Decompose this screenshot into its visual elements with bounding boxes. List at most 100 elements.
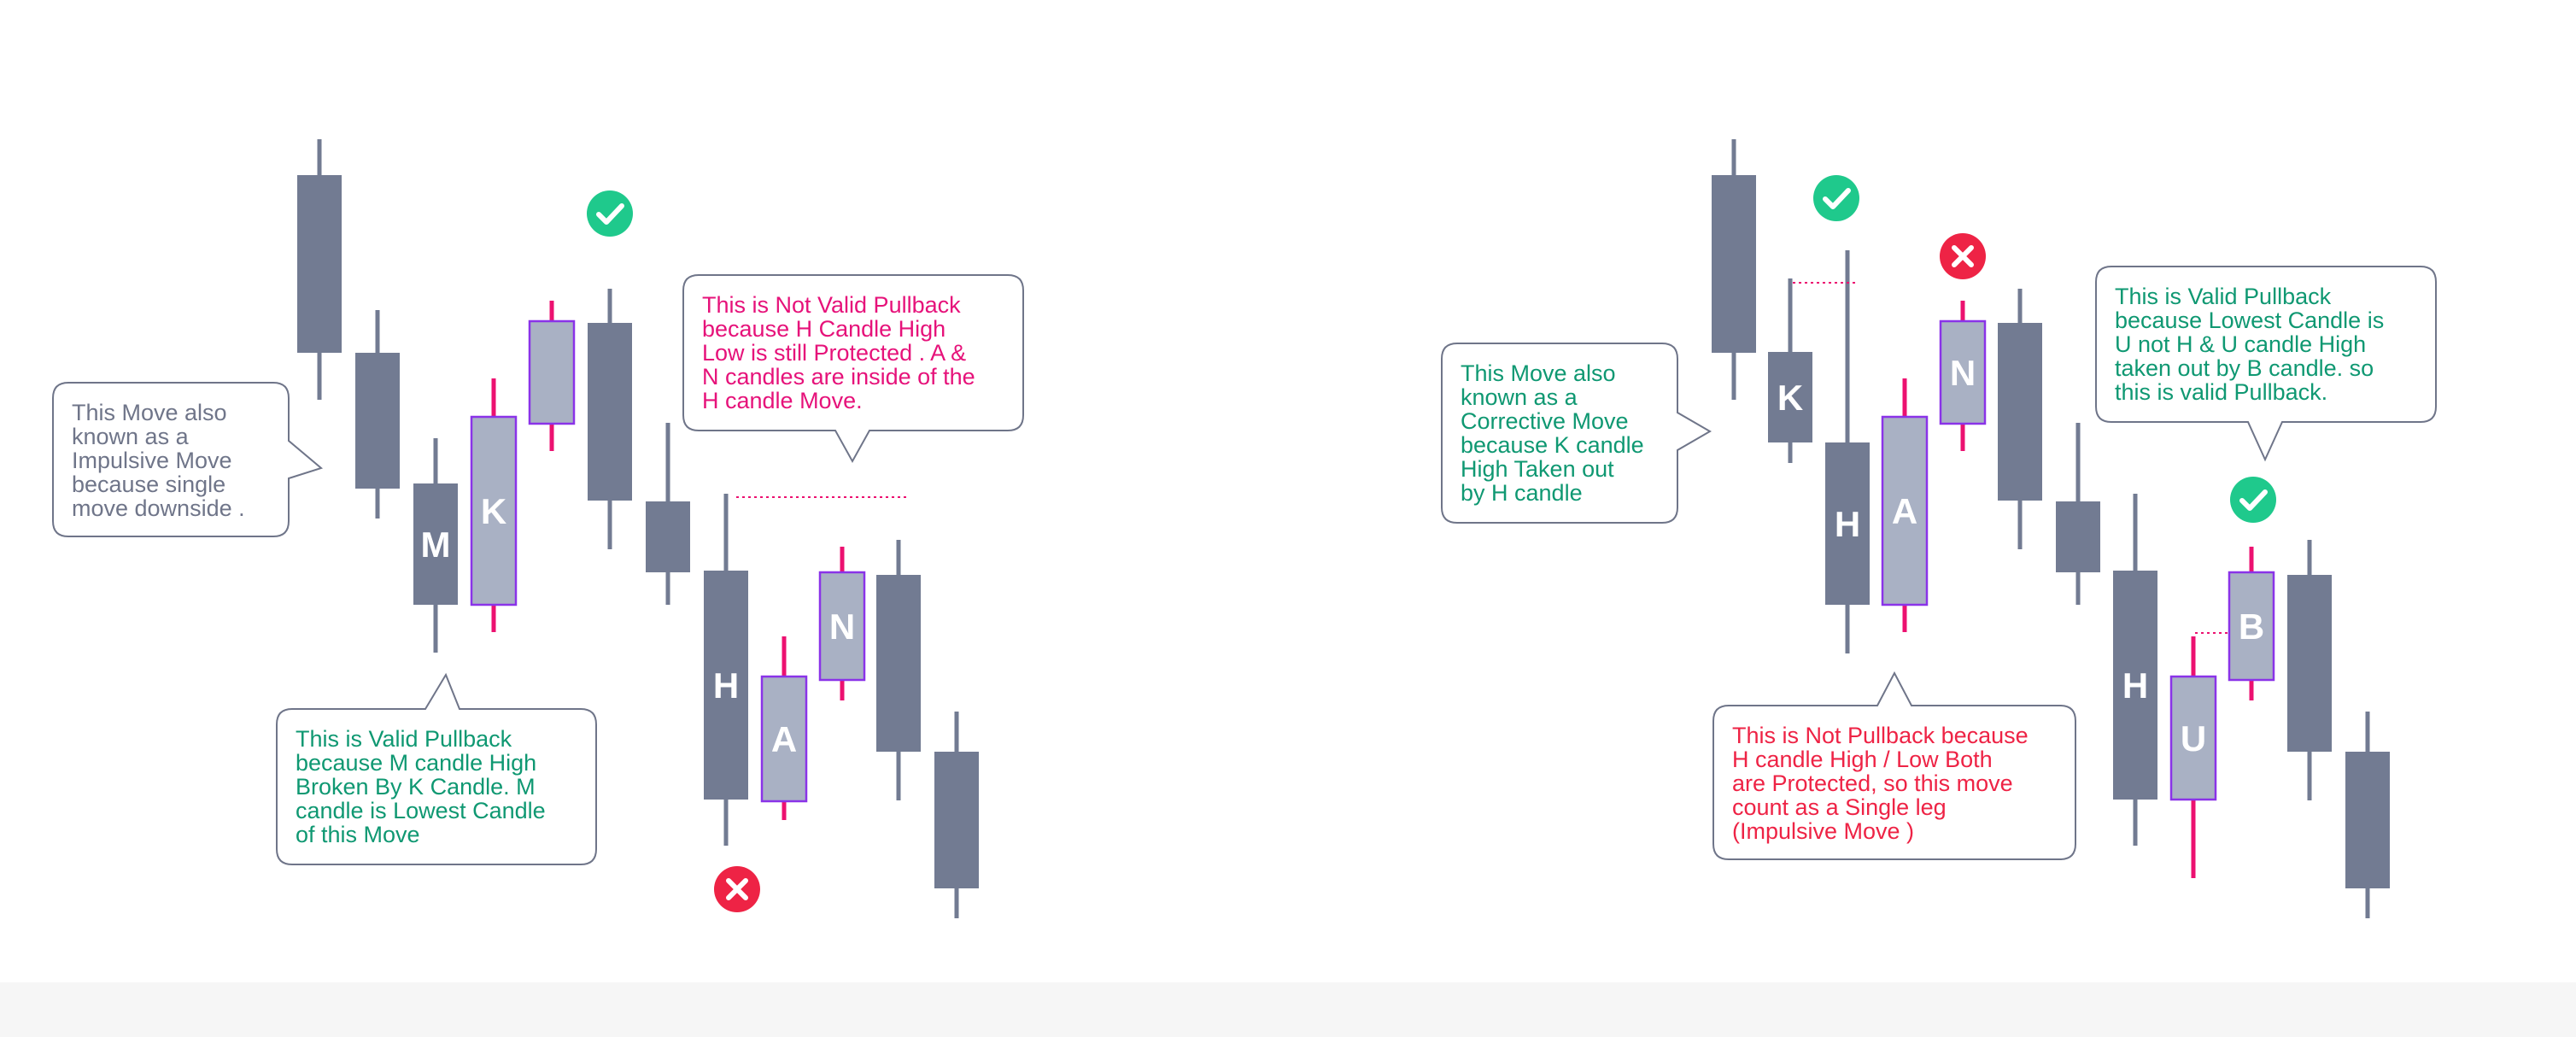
reference-lines-layer xyxy=(736,282,2229,634)
candle-body xyxy=(1939,319,1987,425)
candle-body xyxy=(1881,415,1929,606)
candle-body xyxy=(297,175,342,353)
candle-c4: K xyxy=(470,378,518,632)
candle-r2: K xyxy=(1768,278,1812,463)
candle-label: K xyxy=(481,491,506,531)
candle-body xyxy=(588,323,632,501)
candle-c6 xyxy=(588,289,632,549)
candle-c9: A xyxy=(760,636,808,820)
candle-body xyxy=(876,575,921,752)
callout-line: candle is Lowest Candle xyxy=(296,798,546,823)
check-circle-icon xyxy=(587,190,633,237)
candle-r4: A xyxy=(1881,378,1929,632)
callout-bubble xyxy=(682,274,1024,464)
candle-r8: H xyxy=(2113,494,2157,846)
cross-circle-icon xyxy=(714,866,760,912)
candle-label: H xyxy=(1835,504,1860,544)
callout-line: Impulsive Move xyxy=(72,448,232,473)
candle-body xyxy=(2228,571,2275,682)
callout-line: known as a xyxy=(1461,384,1578,410)
check-circle-icon xyxy=(2230,477,2276,523)
candle-body xyxy=(2345,752,2390,888)
callout-line: High Taken out xyxy=(1461,456,1614,482)
candle-body xyxy=(470,415,518,606)
check-circle-icon xyxy=(1813,175,1859,221)
callout-line: by H candle xyxy=(1461,480,1583,506)
callout-line: because H Candle High xyxy=(702,316,946,342)
candle-body xyxy=(1998,323,2042,501)
callout-line: Broken By K Candle. M xyxy=(296,774,536,800)
candle-r12 xyxy=(2345,712,2390,918)
callout-line: known as a xyxy=(72,424,190,449)
callout-line: of this Move xyxy=(296,822,420,847)
candle-label: N xyxy=(829,606,855,647)
callout-line: count as a Single leg xyxy=(1732,794,1947,820)
candle-label: U xyxy=(2181,718,2206,759)
candle-body xyxy=(413,483,458,605)
candle-r1 xyxy=(1712,139,1756,400)
candle-label: H xyxy=(713,665,739,706)
cross-circle-icon xyxy=(1940,233,1986,279)
callout-line: this is valid Pullback. xyxy=(2115,379,2327,405)
candle-body xyxy=(355,353,400,489)
callout-line: because single xyxy=(72,472,225,497)
candle-body xyxy=(1825,442,1870,605)
candle-c1 xyxy=(297,139,342,400)
candle-r7 xyxy=(2056,423,2100,605)
callout-line: This is Not Pullback because xyxy=(1732,723,2029,748)
callout-line: U not H & U candle High xyxy=(2115,331,2366,357)
callout-line: H candle Move. xyxy=(702,388,863,413)
candle-body xyxy=(2287,575,2332,752)
candle-c12 xyxy=(934,712,979,918)
candle-label: B xyxy=(2239,606,2264,647)
callout-bubble xyxy=(276,672,597,865)
candle-body xyxy=(934,752,979,888)
callout-line: are Protected, so this move xyxy=(1732,770,2013,796)
candle-label: A xyxy=(1892,491,1917,531)
candle-c11 xyxy=(876,540,921,800)
candle-body xyxy=(2113,571,2157,800)
candle-body xyxy=(1712,175,1756,353)
candle-body xyxy=(760,675,808,803)
callout-line: because K candle xyxy=(1461,432,1644,458)
candle-label: A xyxy=(771,719,797,759)
callout-line: (Impulsive Move ) xyxy=(1732,818,1914,844)
candle-body xyxy=(528,319,576,425)
candle-body xyxy=(2056,501,2100,572)
candle-body xyxy=(818,571,866,682)
candle-label: N xyxy=(1950,353,1976,393)
callout-line: because M candle High xyxy=(296,750,536,776)
callout-line: This is Valid Pullback xyxy=(2115,284,2332,309)
badges-layer xyxy=(587,175,2276,912)
candle-r5: N xyxy=(1939,301,1987,451)
callout-bubble xyxy=(2095,266,2437,462)
candle-label: M xyxy=(421,524,451,565)
candle-body xyxy=(646,501,690,572)
callout-line: taken out by B candle. so xyxy=(2115,355,2374,381)
candle-c5 xyxy=(528,301,576,451)
candle-body xyxy=(704,571,748,800)
callout-line: This is Valid Pullback xyxy=(296,726,512,752)
candle-c10: N xyxy=(818,547,866,700)
candle-c3: M xyxy=(413,438,458,653)
callout-bubble xyxy=(1441,343,1712,524)
candle-body xyxy=(2169,675,2217,801)
callout-bubble xyxy=(1712,671,2076,860)
candle-label: K xyxy=(1777,378,1803,418)
candle-c8: H xyxy=(704,494,748,846)
candle-r9: U xyxy=(2169,636,2217,878)
callout-line: This Move also xyxy=(72,400,227,425)
bottom-shade xyxy=(0,982,2576,1037)
callout-bubble xyxy=(52,382,324,537)
callout-line: Low is still Protected . A & xyxy=(702,340,966,366)
callout-line: because Lowest Candle is xyxy=(2115,308,2384,333)
callout-line: N candles are inside of the xyxy=(702,364,975,390)
